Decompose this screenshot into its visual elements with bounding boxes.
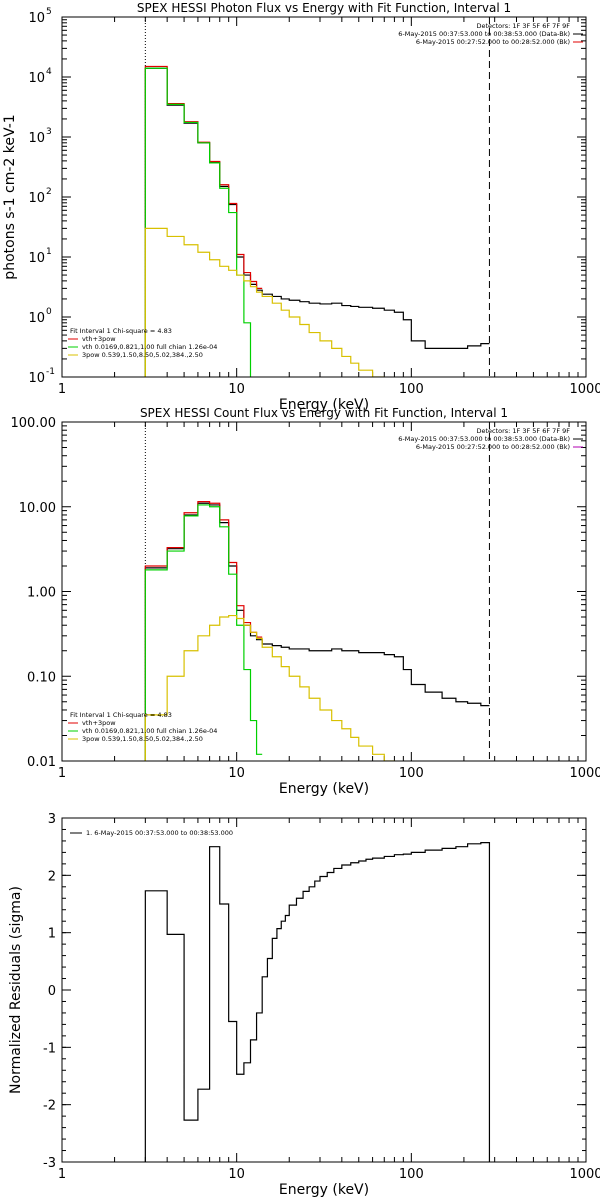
y-tick-label: 10 xyxy=(28,71,45,86)
legend-entry: Fit Interval 1 Chi-square = 4.83 xyxy=(70,711,172,719)
y-axis-label: Normalized Residuals (sigma) xyxy=(8,886,24,1094)
legend-entry: vth+3pow xyxy=(82,719,116,727)
x-axis-label: Energy (keV) xyxy=(279,781,369,797)
y-tick-label: 10 xyxy=(28,131,45,146)
x-tick-label: 100 xyxy=(399,766,424,781)
y-tick-exponent: 0 xyxy=(46,307,52,317)
x-tick-label: 1000 xyxy=(569,1167,600,1182)
y-tick-exponent: 3 xyxy=(46,127,52,137)
x-tick-label: 10 xyxy=(228,766,245,781)
chart-panel-3: 1 10 100 1000 -3 -2 -1 0 1 2 3 Energy (keV) Normaliz… xyxy=(8,812,600,1198)
y-tick-label: -1 xyxy=(43,1041,56,1056)
chart-title: SPEX HESSI Photon Flux vs Energy with Fi… xyxy=(137,1,511,15)
series-line-4 xyxy=(145,228,384,397)
legend-entry: 6-May-2015 00:37:53.000 to 00:38:53.000 … xyxy=(398,30,570,38)
chart-panel-2: SPEX HESSI Count Flux vs Energy with Fit… xyxy=(11,406,600,797)
legend-entry: vth 0.0169,0.821,1.00 full chian 1.26e-0… xyxy=(82,343,217,351)
legend-entry: 1. 6-May-2015 00:37:53.000 to 00:38:53.0… xyxy=(86,829,233,837)
legend-entry: vth 0.0169,0.821,1.00 full chian 1.26e-0… xyxy=(82,727,217,735)
x-tick-label: 1000 xyxy=(569,382,600,397)
legend-entry: 3pow 0.539,1.50,8.50,5.02,384.,2.50 xyxy=(82,735,203,743)
x-tick-label: 10 xyxy=(228,1167,245,1182)
legend-entry: 3pow 0.539,1.50,8.50,5.02,384.,2.50 xyxy=(82,351,203,359)
legend-entry: 6-May-2015 00:27:52.000 to 00:28:52.000 … xyxy=(416,38,570,46)
y-tick-label: -2 xyxy=(43,1099,56,1114)
y-tick-label: 10 xyxy=(28,311,45,326)
chart-panel-1: SPEX HESSI Photon Flux vs Energy with Fi… xyxy=(2,1,600,413)
legend-entry: 6-May-2015 00:27:52.000 to 00:28:52.000 … xyxy=(416,443,570,451)
plot-frame xyxy=(62,818,586,1162)
x-tick-label: 1 xyxy=(58,1167,66,1182)
series-group xyxy=(145,843,489,1162)
y-axis-label: photons s-1 cm-2 keV-1 xyxy=(2,114,18,279)
series-line-1 xyxy=(145,843,489,1162)
y-tick-label: 1 xyxy=(48,927,56,942)
legend-entry: Detectors: 1F 3F 5F 6F 7F 9F xyxy=(476,427,570,435)
x-tick-label: 100 xyxy=(399,382,424,397)
x-tick-label: 1000 xyxy=(569,766,600,781)
y-tick-label: 2 xyxy=(48,869,56,884)
y-tick-exponent: 2 xyxy=(46,187,52,197)
x-tick-label: 1 xyxy=(58,766,66,781)
x-axis-label: Energy (keV) xyxy=(279,1182,369,1198)
y-tick-label: 0 xyxy=(48,984,56,999)
x-tick-label: 1 xyxy=(58,382,66,397)
plot-frame xyxy=(62,17,586,377)
y-tick-label: 10 xyxy=(28,371,45,386)
y-tick-exponent: 1 xyxy=(46,247,52,257)
y-tick-label: 100.00 xyxy=(11,416,57,431)
legend-entry: Fit Interval 1 Chi-square = 4.83 xyxy=(70,327,172,335)
legend-entry: 6-May-2015 00:37:53.000 to 00:38:53.000 … xyxy=(398,435,570,443)
y-tick-label: 10 xyxy=(28,251,45,266)
y-tick-label: -3 xyxy=(43,1156,56,1171)
y-tick-label: 0.10 xyxy=(27,670,56,685)
y-tick-exponent: -1 xyxy=(46,367,55,377)
x-tick-label: 10 xyxy=(228,382,245,397)
legend-entry: Detectors: 1F 3F 5F 6F 7F 9F xyxy=(476,22,570,30)
y-tick-label: 10 xyxy=(28,191,45,206)
y-tick-exponent: 4 xyxy=(46,67,52,77)
x-tick-label: 100 xyxy=(399,1167,424,1182)
y-tick-exponent: 5 xyxy=(46,7,52,17)
y-tick-label: 0.01 xyxy=(27,755,56,770)
chart-title: SPEX HESSI Count Flux vs Energy with Fit… xyxy=(140,406,508,420)
series-line-4 xyxy=(145,616,411,781)
y-tick-label: 10 xyxy=(28,11,45,26)
y-tick-label: 10.00 xyxy=(19,501,56,516)
y-tick-label: 3 xyxy=(48,812,56,827)
y-tick-label: 1.00 xyxy=(27,586,56,601)
legend-entry: vth+3pow xyxy=(82,335,116,343)
